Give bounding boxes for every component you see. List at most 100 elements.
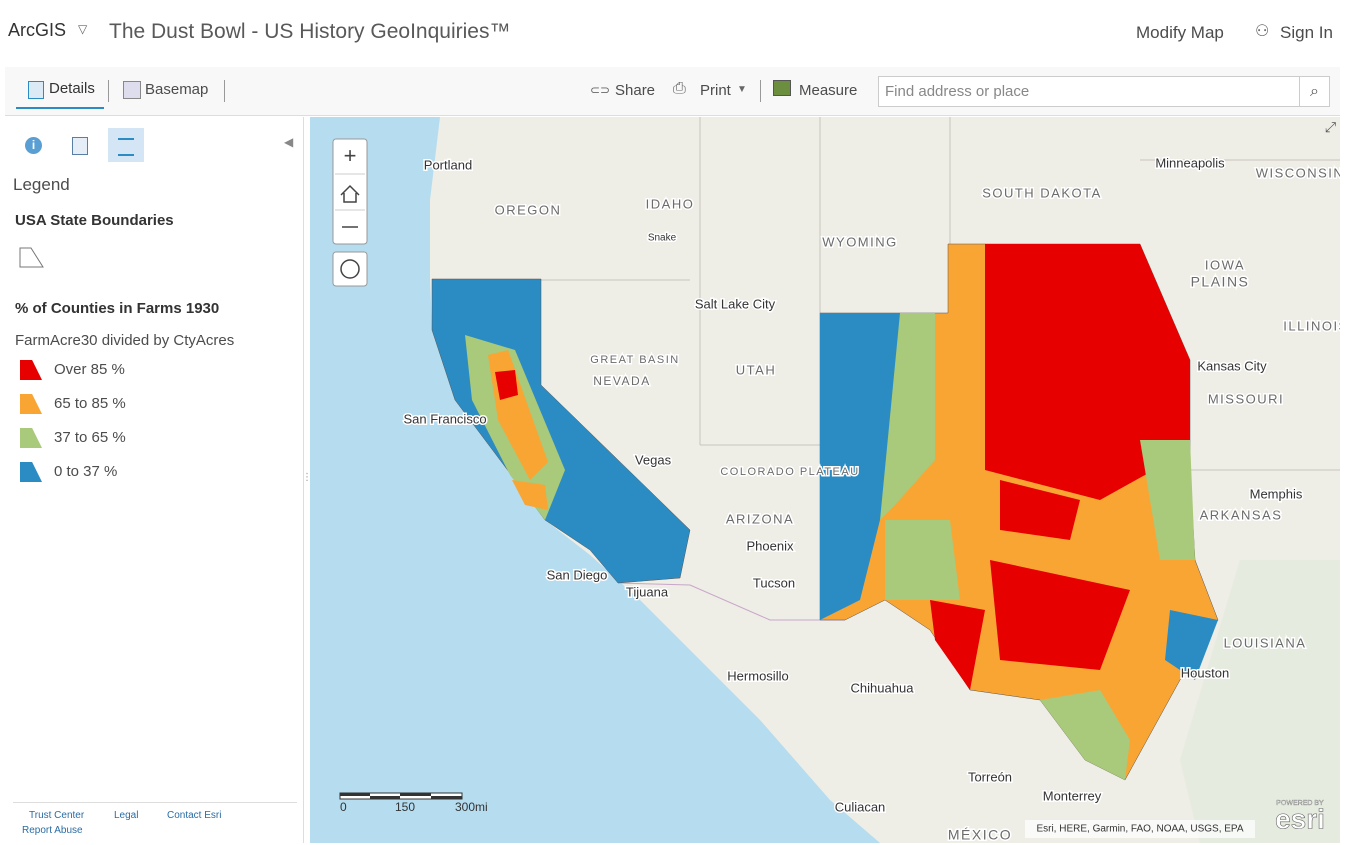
map-controls: + xyxy=(332,138,368,287)
map-label: Salt Lake City xyxy=(695,296,776,311)
print-caret: ▼ xyxy=(737,84,747,95)
map-label: IDAHO xyxy=(646,196,695,211)
map-label: SOUTH DAKOTA xyxy=(982,185,1102,200)
layer-title: % of Counties in Farms 1930 xyxy=(15,300,220,317)
measure[interactable]: Measure xyxy=(799,82,858,99)
map-label: Chihuahua xyxy=(851,680,915,695)
scale-seg xyxy=(370,796,400,799)
footer-link[interactable]: Report Abuse xyxy=(22,825,83,836)
collapse-arrow[interactable]: ◀ xyxy=(284,135,294,149)
scale-seg xyxy=(340,793,370,796)
map-label: Hermosillo xyxy=(727,668,788,683)
basemap-tab[interactable]: Basemap xyxy=(145,81,209,98)
scale-label: 150 xyxy=(395,800,415,814)
scale-label: 300mi xyxy=(455,800,488,814)
boundary-symbol xyxy=(19,247,44,268)
search-placeholder: Find address or place xyxy=(885,83,1030,100)
plains-counties xyxy=(985,244,1190,500)
map-label: Culiacan xyxy=(835,799,886,814)
footer-link[interactable]: Trust Center xyxy=(29,810,85,821)
scale-label: 0 xyxy=(340,800,347,814)
map-label: Torreón xyxy=(968,769,1012,784)
toolbar: Details Basemap ⊂⊃ Share ⎙ Print ▼ Measu… xyxy=(5,67,1340,116)
plains-counties xyxy=(880,313,935,520)
map-label: San Francisco xyxy=(403,411,486,426)
content-tab[interactable] xyxy=(72,137,88,155)
modify-map[interactable]: Modify Map xyxy=(1136,23,1224,42)
boundary-swatch xyxy=(19,247,44,268)
map-label: Portland xyxy=(424,157,472,172)
map-label: ARIZONA xyxy=(726,511,794,526)
search-button[interactable]: ⌕ xyxy=(1299,76,1330,107)
brand[interactable]: ArcGIS xyxy=(8,20,67,40)
about-tab[interactable]: i xyxy=(25,137,42,154)
print-icon: ⎙ xyxy=(673,80,686,97)
map-label: MISSOURI xyxy=(1208,391,1284,406)
scale-seg xyxy=(431,796,462,799)
zoom-in[interactable]: + xyxy=(344,143,357,168)
legend-tab[interactable] xyxy=(108,128,144,162)
user-icon[interactable]: ⚇ xyxy=(1255,23,1270,40)
map-label: MÉXICO xyxy=(948,827,1012,843)
plains-counties xyxy=(885,520,960,600)
map-label: WISCONSIN xyxy=(1256,165,1340,180)
map-label: PLAINS xyxy=(1191,274,1250,290)
california-counties xyxy=(495,370,518,400)
map-label: GREAT BASIN xyxy=(590,354,679,366)
locate-button[interactable] xyxy=(340,259,360,279)
footer-rule xyxy=(13,802,297,803)
scale-seg xyxy=(400,793,431,796)
map-label: Houston xyxy=(1181,665,1229,680)
locate-panel xyxy=(332,251,368,287)
attribution-bg xyxy=(1025,820,1255,838)
legend-swatch xyxy=(20,462,42,482)
footer-link[interactable]: Contact Esri xyxy=(167,810,222,821)
sign-in[interactable]: Sign In xyxy=(1280,23,1333,42)
map-label: OREGON xyxy=(495,202,562,217)
plains-counties xyxy=(1165,610,1218,680)
plains-counties xyxy=(1040,690,1130,780)
border-line xyxy=(617,582,845,621)
scale-bar xyxy=(339,792,463,800)
layer-title: USA State Boundaries xyxy=(15,212,174,229)
share-icon: ⊂⊃ xyxy=(590,83,611,97)
header: ArcGIS ▽ The Dust Bowl - US History GeoI… xyxy=(0,0,1345,65)
map-label: Minneapolis xyxy=(1155,155,1225,170)
legend-swatch xyxy=(20,360,42,380)
legend-title: Legend xyxy=(13,175,70,194)
separator xyxy=(108,80,109,102)
home-button[interactable] xyxy=(340,184,360,203)
plains-counties xyxy=(990,560,1130,670)
resize-handle[interactable]: ⋮ xyxy=(302,472,312,483)
legend-label: 0 to 37 % xyxy=(54,463,118,480)
map-label: Tucson xyxy=(753,575,795,590)
map-label: Phoenix xyxy=(747,538,794,553)
attribution: Esri, HERE, Garmin, FAO, NOAA, USGS, EPA xyxy=(1036,824,1243,835)
map-label: COLORADO PLATEAU xyxy=(720,466,859,478)
details-icon xyxy=(28,81,44,99)
search-box[interactable]: Find address or place xyxy=(878,76,1300,107)
footer-link[interactable]: Legal xyxy=(114,810,139,821)
brand-caret[interactable]: ▽ xyxy=(78,22,88,36)
esri-logo[interactable]: esri xyxy=(1275,803,1325,835)
print[interactable]: Print xyxy=(700,82,731,99)
legend-swatch xyxy=(20,394,42,414)
map-label: Vegas xyxy=(635,452,672,467)
share[interactable]: Share xyxy=(615,82,656,99)
map-label: LOUISIANA xyxy=(1224,635,1307,650)
map-label: UTAH xyxy=(736,362,776,377)
map-label: Kansas City xyxy=(1197,358,1267,373)
details-label: Details xyxy=(49,80,95,97)
expand-button[interactable]: ⤢ xyxy=(1325,119,1336,135)
legend-swatch xyxy=(20,428,42,448)
map-label: Snake xyxy=(648,233,677,244)
zoom-panel xyxy=(332,138,368,245)
map-label: WYOMING xyxy=(822,234,898,249)
legend-icon xyxy=(118,138,134,156)
sidebar: i ◀ Legend USA State Boundaries % of Cou… xyxy=(5,117,312,843)
map-title: The Dust Bowl - US History GeoInquiries™ xyxy=(109,20,511,43)
details-tab[interactable]: Details xyxy=(16,75,104,109)
map[interactable]: + ⤢ Portland OREGON IDAHO WYOMING SOUTH DAKO… xyxy=(310,117,1340,843)
map-label: Memphis xyxy=(1250,486,1303,501)
